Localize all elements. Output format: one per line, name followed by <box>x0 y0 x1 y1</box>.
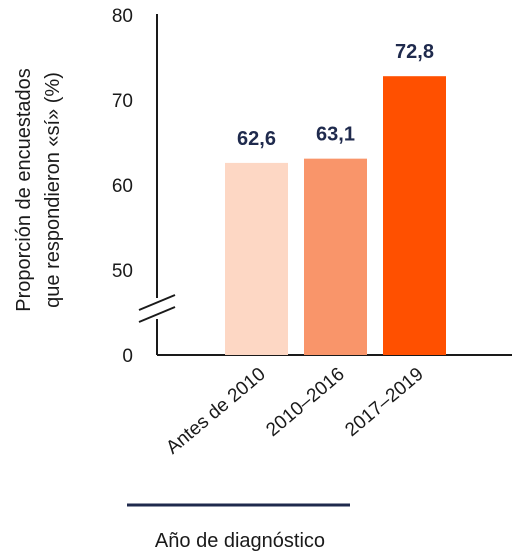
bar <box>383 76 446 355</box>
y-axis-title-line-1: Proporción de encuestados <box>13 68 35 312</box>
y-tick-labels: 0 50 60 70 80 <box>112 6 133 367</box>
y-tick-label: 70 <box>112 91 133 112</box>
y-tick-label: 50 <box>112 261 133 282</box>
axis-break-mark-1 <box>138 294 176 311</box>
y-tick-label: 0 <box>122 346 133 367</box>
y-axis-title: Proporción de encuestados que respondier… <box>13 68 64 312</box>
data-labels: 62,6 63,1 72,8 <box>237 41 434 150</box>
data-label: 62,6 <box>237 128 276 150</box>
data-label: 72,8 <box>395 41 434 63</box>
y-axis-title-line-2: que respondieron «sí» (%) <box>42 72 64 308</box>
category-label: 2010–2016 <box>262 364 348 441</box>
x-axis-title: Año de diagnóstico <box>155 530 325 552</box>
y-tick-label: 80 <box>112 6 133 27</box>
category-label: Antes de 2010 <box>162 364 269 459</box>
y-tick-label: 60 <box>112 176 133 197</box>
bar <box>225 162 288 355</box>
bar <box>304 158 367 355</box>
bars <box>225 76 446 355</box>
category-label: 2017–2019 <box>341 364 427 441</box>
axis-break-mark-2 <box>138 306 176 323</box>
data-label: 63,1 <box>316 124 355 146</box>
